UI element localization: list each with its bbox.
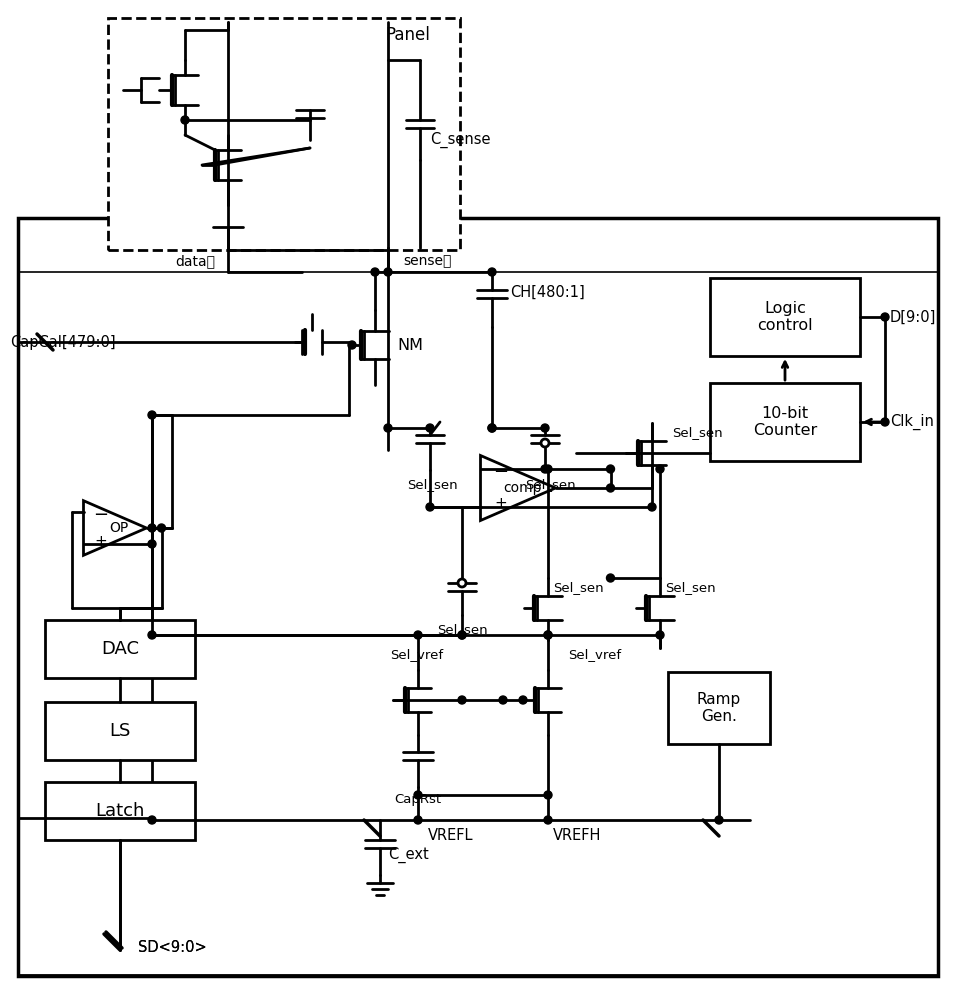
Text: −: − [493,463,508,481]
Circle shape [656,465,664,473]
Bar [710,278,860,356]
Circle shape [458,631,466,639]
Text: Sel_sen: Sel_sen [436,624,487,637]
Text: CH[480:1]: CH[480:1] [510,284,585,300]
Text: Sel_sen: Sel_sen [665,582,716,594]
Circle shape [414,791,422,799]
Circle shape [148,540,156,548]
Circle shape [881,418,889,426]
Bar [108,18,460,250]
Text: Sel_sen: Sel_sen [524,479,575,491]
Circle shape [881,313,889,321]
Text: −: − [93,506,108,524]
Text: CapRst: CapRst [394,794,441,806]
Text: 10-bit
Counter: 10-bit Counter [753,406,817,438]
Circle shape [148,816,156,824]
Text: Sel_vref: Sel_vref [390,648,443,662]
Text: Sel_vref: Sel_vref [568,648,621,662]
Text: Latch: Latch [96,802,145,820]
Circle shape [715,816,723,824]
Circle shape [458,579,466,587]
Text: Sel_sen: Sel_sen [553,582,604,594]
Circle shape [499,696,507,704]
Text: Sel_sen: Sel_sen [672,426,723,440]
Circle shape [384,424,392,432]
Circle shape [348,341,356,349]
Text: OP: OP [109,521,129,535]
Text: sense线: sense线 [403,254,452,268]
Circle shape [181,116,189,124]
Text: SD<9:0>: SD<9:0> [138,940,207,956]
Text: NM: NM [397,338,423,353]
Text: C_ext: C_ext [388,847,429,863]
Circle shape [414,816,422,824]
Circle shape [544,631,552,639]
Bar [18,218,938,976]
Bar [45,620,195,678]
Circle shape [488,424,496,432]
Circle shape [414,631,422,639]
Circle shape [541,465,549,473]
Circle shape [544,465,552,473]
Bar [710,383,860,461]
Text: SD<9:0>: SD<9:0> [138,940,207,956]
Text: D[9:0]: D[9:0] [890,310,936,324]
Text: Ramp
Gen.: Ramp Gen. [697,692,741,724]
Text: LS: LS [109,722,131,740]
Circle shape [607,574,614,582]
Circle shape [148,631,156,639]
Text: DAC: DAC [101,640,139,658]
Text: CapCal[479:0]: CapCal[479:0] [10,334,116,350]
Circle shape [656,631,664,639]
Bar [45,702,195,760]
Circle shape [544,816,552,824]
Circle shape [148,411,156,419]
Text: +: + [94,534,106,549]
Circle shape [544,631,552,639]
Circle shape [148,524,156,532]
Circle shape [426,503,434,511]
Circle shape [458,696,466,704]
Text: VREFL: VREFL [428,828,474,842]
Circle shape [544,791,552,799]
Bar [668,672,770,744]
Circle shape [488,424,496,432]
Circle shape [519,696,527,704]
Text: comp: comp [503,481,543,495]
Text: data线: data线 [175,254,215,268]
Circle shape [426,424,434,432]
Text: Clk_in: Clk_in [890,414,934,430]
Text: Panel: Panel [385,26,430,44]
Text: Sel_sen: Sel_sen [407,479,457,491]
Circle shape [541,439,549,447]
Text: +: + [494,496,507,512]
Text: VREFH: VREFH [553,828,601,842]
Circle shape [458,631,466,639]
Circle shape [488,268,496,276]
Bar [45,782,195,840]
Text: C_sense: C_sense [430,132,491,148]
Circle shape [607,484,614,492]
Text: Logic
control: Logic control [757,301,812,333]
Circle shape [648,503,656,511]
Circle shape [371,268,379,276]
Circle shape [541,424,549,432]
Circle shape [158,524,166,532]
Circle shape [607,465,614,473]
Circle shape [384,268,392,276]
